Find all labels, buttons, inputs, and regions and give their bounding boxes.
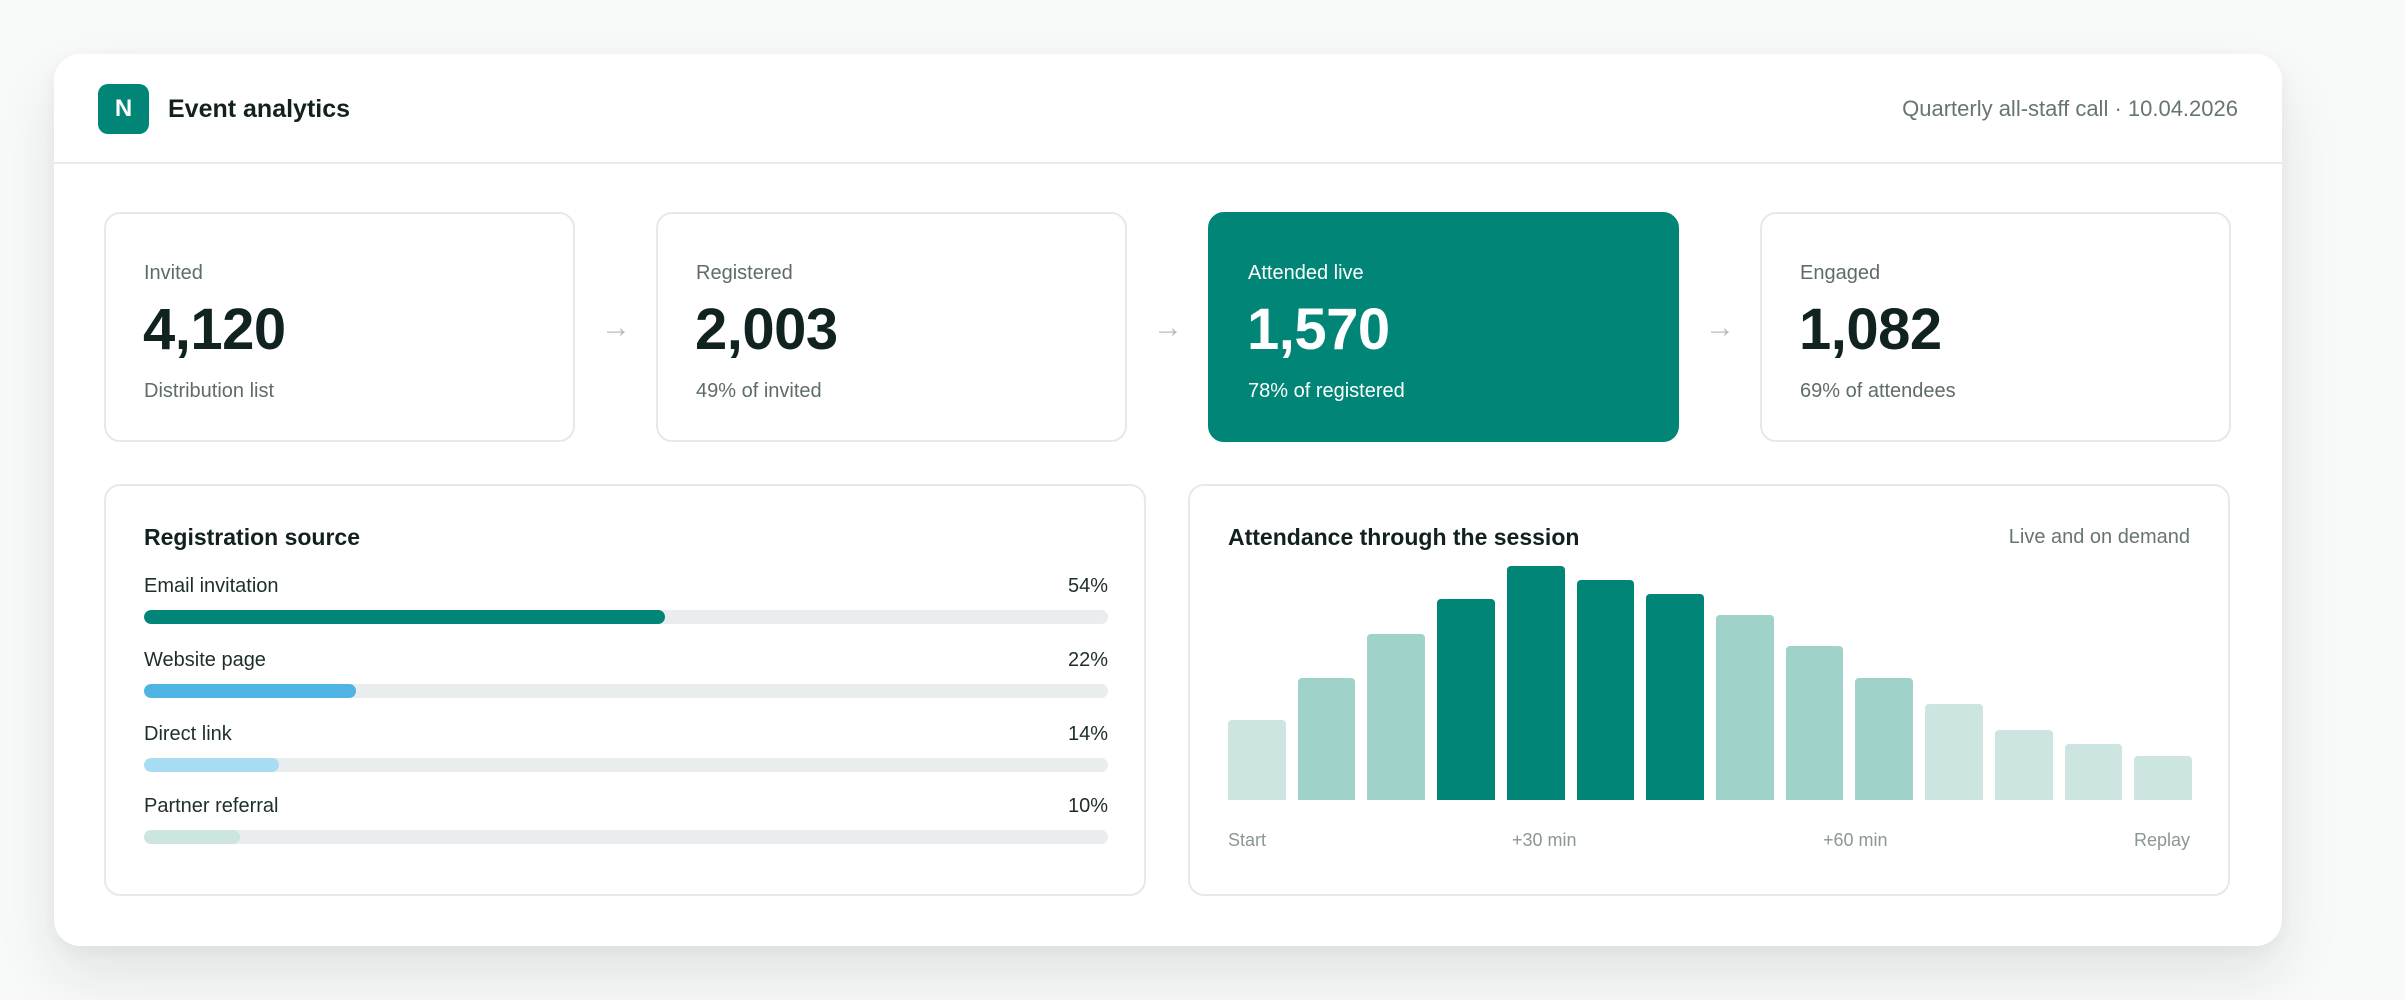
chart-subtitle: Live and on demand bbox=[2008, 526, 2190, 548]
event-analytics-card: N Event analytics Quarterly all-staff ca… bbox=[54, 54, 2282, 946]
arrow-right-icon: → bbox=[1153, 311, 1183, 344]
source-row-website: Website page 22% bbox=[144, 646, 1108, 706]
source-percent: 10% bbox=[1067, 795, 1108, 817]
panel-title: Registration source bbox=[144, 524, 360, 550]
x-tick-label: +60 min bbox=[1823, 830, 1888, 850]
x-tick-label: Replay bbox=[2133, 830, 2190, 850]
attendance-bar[interactable] bbox=[1785, 645, 1844, 800]
attendance-panel: Attendance through the session Live and … bbox=[1188, 484, 2230, 896]
stat-label: Registered bbox=[696, 262, 793, 284]
registration-source-panel: Registration source Email invitation 54%… bbox=[104, 484, 1146, 896]
progress-fill bbox=[144, 610, 665, 624]
stat-label: Invited bbox=[144, 262, 203, 284]
attendance-bar[interactable] bbox=[1646, 594, 1704, 800]
event-name-date: Quarterly all-staff call · 10.04.2026 bbox=[1902, 96, 2238, 121]
x-tick-label: +30 min bbox=[1512, 830, 1577, 850]
attendance-bar[interactable] bbox=[1228, 720, 1286, 800]
stat-label: Engaged bbox=[1800, 262, 1881, 284]
stat-card-invited[interactable]: Invited 4,120 Distribution list bbox=[104, 212, 575, 442]
attendance-bar[interactable] bbox=[1925, 704, 1983, 800]
attendance-bar[interactable] bbox=[1367, 633, 1426, 800]
source-name: Email invitation bbox=[144, 575, 279, 597]
attendance-bar[interactable] bbox=[1716, 615, 1774, 800]
arrow-right-icon: → bbox=[1705, 311, 1735, 344]
source-percent: 14% bbox=[1067, 723, 1108, 745]
attendance-bar[interactable] bbox=[2064, 743, 2123, 800]
progress-fill bbox=[144, 684, 357, 698]
chart-title: Attendance through the session bbox=[1228, 524, 1580, 550]
arrow-right-icon: → bbox=[601, 311, 631, 344]
attendance-bar[interactable] bbox=[1994, 729, 2053, 800]
attendance-bar[interactable] bbox=[2134, 755, 2192, 800]
progress-track bbox=[144, 830, 1108, 844]
progress-fill bbox=[144, 758, 279, 772]
progress-fill bbox=[144, 830, 241, 844]
page-title: Event analytics bbox=[168, 95, 351, 123]
stat-subtext: 49% of invited bbox=[696, 380, 822, 402]
source-percent: 22% bbox=[1067, 649, 1108, 671]
stat-value: 2,003 bbox=[695, 297, 838, 362]
stat-card-registered[interactable]: Registered 2,003 49% of invited bbox=[656, 212, 1127, 442]
source-row-partner-referral: Partner referral 10% bbox=[144, 792, 1108, 852]
source-name: Partner referral bbox=[144, 795, 279, 817]
attendance-bar[interactable] bbox=[1855, 678, 1914, 800]
stat-value: 4,120 bbox=[143, 297, 286, 362]
stat-subtext: 78% of registered bbox=[1248, 380, 1405, 402]
attendance-bar[interactable] bbox=[1297, 678, 1356, 800]
attendance-bar[interactable] bbox=[1506, 566, 1565, 800]
stat-subtext: Distribution list bbox=[144, 380, 275, 402]
progress-track bbox=[144, 610, 1108, 624]
stat-label: Attended live bbox=[1248, 262, 1364, 284]
source-row-email: Email invitation 54% bbox=[144, 572, 1108, 632]
stat-subtext: 69% of attendees bbox=[1800, 380, 1956, 402]
attendance-bar-chart bbox=[1228, 566, 2192, 800]
header: N Event analytics Quarterly all-staff ca… bbox=[54, 54, 2282, 164]
source-name: Website page bbox=[144, 649, 266, 671]
progress-track bbox=[144, 758, 1108, 772]
x-tick-label: Start bbox=[1228, 830, 1267, 850]
progress-track bbox=[144, 684, 1108, 698]
stat-value: 1,570 bbox=[1247, 297, 1390, 362]
stat-value: 1,082 bbox=[1799, 297, 1942, 362]
source-name: Direct link bbox=[144, 723, 232, 745]
attendance-bar[interactable] bbox=[1576, 580, 1635, 800]
source-row-direct-link: Direct link 14% bbox=[144, 720, 1108, 780]
app-logo[interactable]: N bbox=[98, 84, 149, 134]
source-percent: 54% bbox=[1067, 575, 1108, 597]
attendance-bar[interactable] bbox=[1437, 598, 1495, 800]
stat-card-attended-live[interactable]: Attended live 1,570 78% of registered bbox=[1208, 212, 1679, 442]
stat-card-engaged[interactable]: Engaged 1,082 69% of attendees bbox=[1760, 212, 2231, 442]
